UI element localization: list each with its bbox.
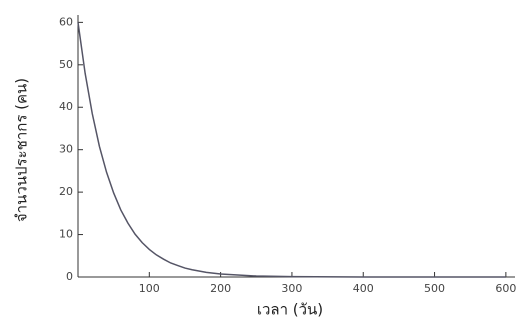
x-tick-label: 600 — [495, 282, 516, 295]
y-tick-label: 10 — [59, 228, 73, 241]
y-tick-label: 40 — [59, 100, 73, 113]
y-tick-label: 20 — [59, 185, 73, 198]
y-axis-label: จำนวนประชากร (คน) — [13, 78, 31, 222]
y-tick-label: 0 — [66, 270, 73, 283]
x-axis-label: เวลา (วัน) — [257, 301, 323, 319]
x-tick-label: 500 — [424, 282, 445, 295]
y-tick-label: 30 — [59, 143, 73, 156]
y-tick-label: 50 — [59, 58, 73, 71]
x-tick-label: 300 — [281, 282, 302, 295]
x-tick-label: 400 — [353, 282, 374, 295]
y-tick-label: 60 — [59, 15, 73, 28]
x-tick-label: 200 — [210, 282, 231, 295]
series-line — [77, 22, 506, 278]
x-tick-label: 100 — [139, 282, 160, 295]
